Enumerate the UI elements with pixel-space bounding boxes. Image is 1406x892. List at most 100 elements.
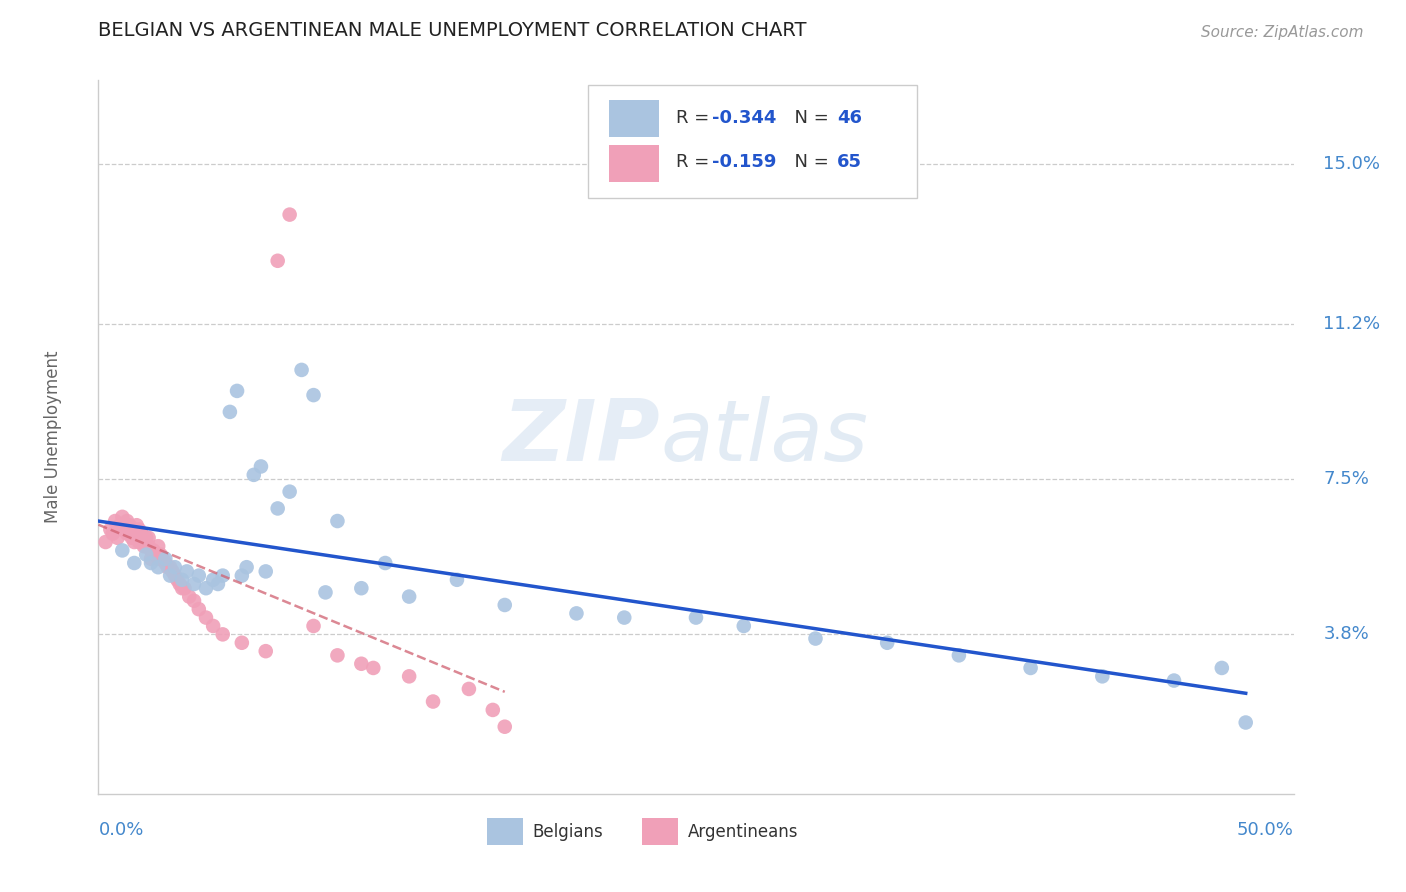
Point [135,531,157,545]
Point [142,543,165,558]
Point [125,531,148,545]
Text: 7.5%: 7.5% [1323,470,1369,488]
Point [804,632,827,646]
Point [235,560,257,574]
Bar [609,100,659,137]
Text: 0.0%: 0.0% [98,821,143,839]
Point [115,514,138,528]
Point [124,535,146,549]
Text: ZIP: ZIP [502,395,661,479]
Point [565,607,588,621]
Point [187,568,209,582]
Point [132,531,155,545]
Point [166,573,188,587]
Point [243,467,266,482]
Text: atlas: atlas [661,395,868,479]
Point [172,581,194,595]
Point [211,568,233,582]
Point [494,720,516,734]
Text: 11.2%: 11.2% [1323,315,1381,333]
Point [278,208,301,222]
Point [101,526,124,541]
Point [876,636,898,650]
Point [108,518,131,533]
Point [128,535,150,549]
Point [139,556,162,570]
Point [195,610,218,624]
Text: R =: R = [676,153,714,171]
Bar [643,818,678,846]
Point [202,619,225,633]
Point [155,556,177,570]
Point [1211,661,1233,675]
Point [481,703,505,717]
Point [176,565,198,579]
Point [613,610,636,624]
Point [1091,669,1114,683]
Text: Source: ZipAtlas.com: Source: ZipAtlas.com [1201,25,1364,40]
Text: -0.344: -0.344 [711,109,776,127]
Point [226,384,249,398]
Point [398,669,420,683]
Point [125,518,148,533]
Point [1234,715,1257,730]
Point [159,560,181,574]
Point [135,539,157,553]
Point [948,648,970,663]
Point [267,253,290,268]
Point [195,581,218,595]
Point [145,548,167,562]
Text: 46: 46 [837,109,862,127]
Text: N =: N = [783,109,835,127]
Point [135,548,157,562]
Text: Argentineans: Argentineans [688,822,799,840]
Point [115,526,138,541]
Point [148,539,170,553]
Point [187,602,209,616]
Point [278,484,301,499]
Point [231,568,253,582]
Point [350,581,373,595]
Point [350,657,373,671]
Point [132,539,155,553]
Point [211,627,233,641]
Point [124,556,146,570]
Point [121,523,143,537]
Point [163,568,186,582]
Point [183,594,205,608]
Point [302,388,325,402]
Point [254,644,277,658]
Point [118,518,141,533]
Point [111,509,134,524]
Point [114,523,136,537]
Point [128,523,150,537]
Point [1163,673,1185,688]
Point [138,531,160,545]
Point [422,694,444,708]
Point [162,565,184,579]
Point [152,551,174,566]
Text: R =: R = [676,109,714,127]
Point [148,560,170,574]
Point [169,577,191,591]
Point [326,514,349,528]
Point [159,568,181,582]
Point [155,551,177,566]
Bar [609,145,659,182]
Point [111,523,134,537]
Point [458,681,481,696]
Point [138,539,160,553]
Point [254,565,277,579]
Point [326,648,349,663]
Text: Male Unemployment: Male Unemployment [44,351,62,524]
Point [183,577,205,591]
Point [139,551,162,566]
Point [219,405,242,419]
Point [231,636,253,650]
Point [104,514,127,528]
Point [250,459,273,474]
Point [156,560,179,574]
Point [107,531,129,545]
Text: N =: N = [783,153,835,171]
Point [202,573,225,587]
